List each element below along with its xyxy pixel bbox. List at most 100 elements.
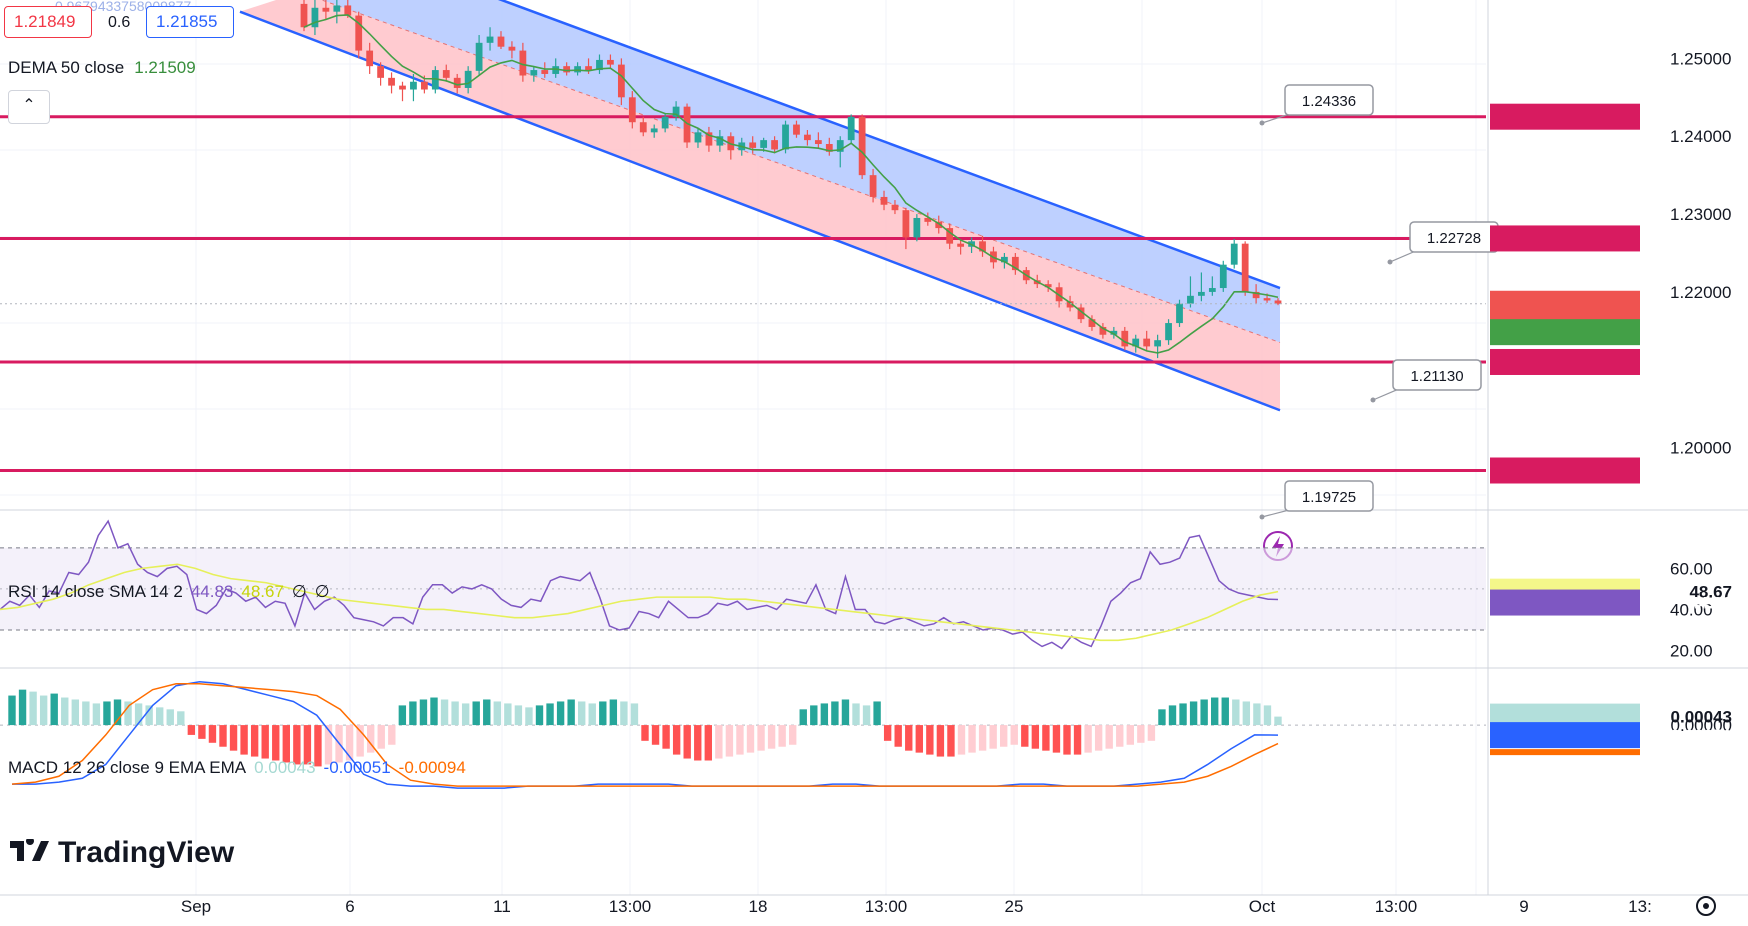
candle-body <box>617 64 625 98</box>
rsi-axis-tick: 60.00 <box>1670 559 1713 578</box>
candle-body <box>607 59 614 65</box>
buy-price-button[interactable]: 1.21855 <box>146 6 234 38</box>
candle-body <box>399 85 406 90</box>
macd-histogram-bar <box>514 705 523 726</box>
macd-histogram-bar <box>1200 699 1208 726</box>
macd-histogram-bar <box>430 697 438 726</box>
sell-price-button[interactable]: 1.21849 <box>4 6 92 38</box>
candle-body <box>749 142 757 148</box>
tradingview-logo[interactable]: TradingView <box>10 836 234 870</box>
macd-histogram-bar <box>715 725 723 759</box>
macd-histogram-bar <box>472 701 480 726</box>
candle-body <box>902 210 910 238</box>
macd-histogram-bar <box>219 725 227 747</box>
macd-legend[interactable]: MACD 12 26 close 9 EMA EMA 0.00043 -0.0005… <box>8 758 466 778</box>
macd-legend-macd-value: -0.00051 <box>323 758 391 777</box>
callout-box <box>1392 359 1482 391</box>
candle-body <box>1044 284 1052 288</box>
candle-body <box>793 124 800 135</box>
macd-histogram-bar <box>1189 701 1198 726</box>
macd-histogram-bar <box>29 691 37 726</box>
candle-body <box>1077 307 1085 320</box>
macd-histogram-bar <box>535 705 544 726</box>
macd-histogram-bar <box>588 703 596 726</box>
candle-body <box>1121 330 1129 347</box>
macd-histogram-bar <box>388 725 396 745</box>
candle-body <box>1154 340 1162 347</box>
candle-body <box>585 66 592 71</box>
level-price-tag: 1.22687 <box>1671 229 1732 248</box>
macd-histogram-bar <box>883 725 892 741</box>
macd-histogram-bar <box>778 725 786 747</box>
macd-histogram-bar <box>124 701 132 726</box>
macd-histogram-bar <box>451 701 459 726</box>
price-axis-tick: 1.23000 <box>1670 205 1731 224</box>
macd-histogram-bar <box>694 725 702 761</box>
level-price-tag-bg <box>1490 348 1640 375</box>
candle-body <box>847 116 855 141</box>
macd-histogram-bar <box>1031 725 1040 749</box>
tradingview-logo-icon <box>10 839 49 862</box>
macd-histogram-bar <box>873 701 881 726</box>
time-axis-tick: 18 <box>749 897 768 916</box>
macd-histogram-bar <box>736 725 744 755</box>
macd-histogram-bar <box>187 725 196 735</box>
candle-body <box>431 70 439 90</box>
price-callout: 1.22728 <box>1387 221 1499 265</box>
candle-body <box>497 36 505 47</box>
macd-histogram-bar <box>1168 705 1177 726</box>
macd-histogram-bar <box>39 695 48 726</box>
level-price-tag: 1.24251 <box>1671 108 1732 127</box>
channel-lower-fill <box>240 0 1280 411</box>
price-callout: 1.24336 <box>1259 84 1374 126</box>
macd-histogram-bar <box>92 703 101 726</box>
time-axis-tick: 25 <box>1005 897 1024 916</box>
candle-body <box>1219 264 1227 289</box>
macd-histogram-bar <box>704 725 712 761</box>
macd-legend-signal-value: -0.00094 <box>398 758 466 777</box>
candle-body <box>420 81 428 90</box>
candle-body <box>410 81 417 90</box>
candle-body <box>716 136 724 146</box>
candle-body <box>858 116 866 176</box>
macd-histogram-bar <box>8 695 16 726</box>
logo-text: TradingView <box>58 836 235 869</box>
candle-body <box>519 50 527 76</box>
dema-legend-label: DEMA 50 close <box>8 58 125 77</box>
rsi-legend-extra-2: ∅ <box>314 582 330 601</box>
macd-histogram-bar <box>103 701 111 726</box>
macd-histogram-bar <box>324 725 333 765</box>
macd-histogram-bar <box>767 725 776 749</box>
macd-histogram-bar <box>1137 725 1145 743</box>
collapse-legend-button[interactable]: ⌃ <box>8 90 50 124</box>
candle-body <box>530 70 538 76</box>
gear-icon-hub <box>1703 903 1709 909</box>
callout-box <box>1284 480 1374 512</box>
candle-body <box>1230 243 1238 265</box>
rsi-legend[interactable]: RSI 14 close SMA 14 2 44.83 48.67 ∅ ∅ <box>8 582 330 602</box>
candle-body <box>771 140 778 150</box>
rsi-axis-tick: 40.00 <box>1670 600 1713 619</box>
dema-price-tag-bg <box>1490 319 1640 346</box>
macd-histogram-bar <box>989 725 997 749</box>
rsi-tag-bg <box>1490 589 1640 616</box>
candle-body <box>596 59 603 71</box>
dema-legend[interactable]: DEMA 50 close 1.21509 <box>8 58 196 78</box>
macd-histogram-bar <box>810 705 818 726</box>
callout-anchor <box>1259 120 1265 126</box>
level-price-tag-bg <box>1490 457 1640 484</box>
rsi-line <box>0 519 1279 650</box>
rsi-axis-tick: 20.00 <box>1670 642 1713 661</box>
macd-line-tag: -0.00051 <box>1665 726 1732 745</box>
macd-histogram-bar <box>240 725 248 755</box>
macd-histogram-bar <box>82 701 90 726</box>
macd-histogram-bar <box>504 703 512 726</box>
rsi-tag: 44.83 <box>1689 594 1732 613</box>
channel-midline <box>320 0 1281 343</box>
level-price-tag: 1.19706 <box>1671 462 1732 481</box>
macd-histogram-bar <box>71 699 79 726</box>
macd-histogram-bar <box>250 725 259 757</box>
gear-icon-ring <box>1696 896 1716 916</box>
callout-box <box>1284 84 1374 116</box>
